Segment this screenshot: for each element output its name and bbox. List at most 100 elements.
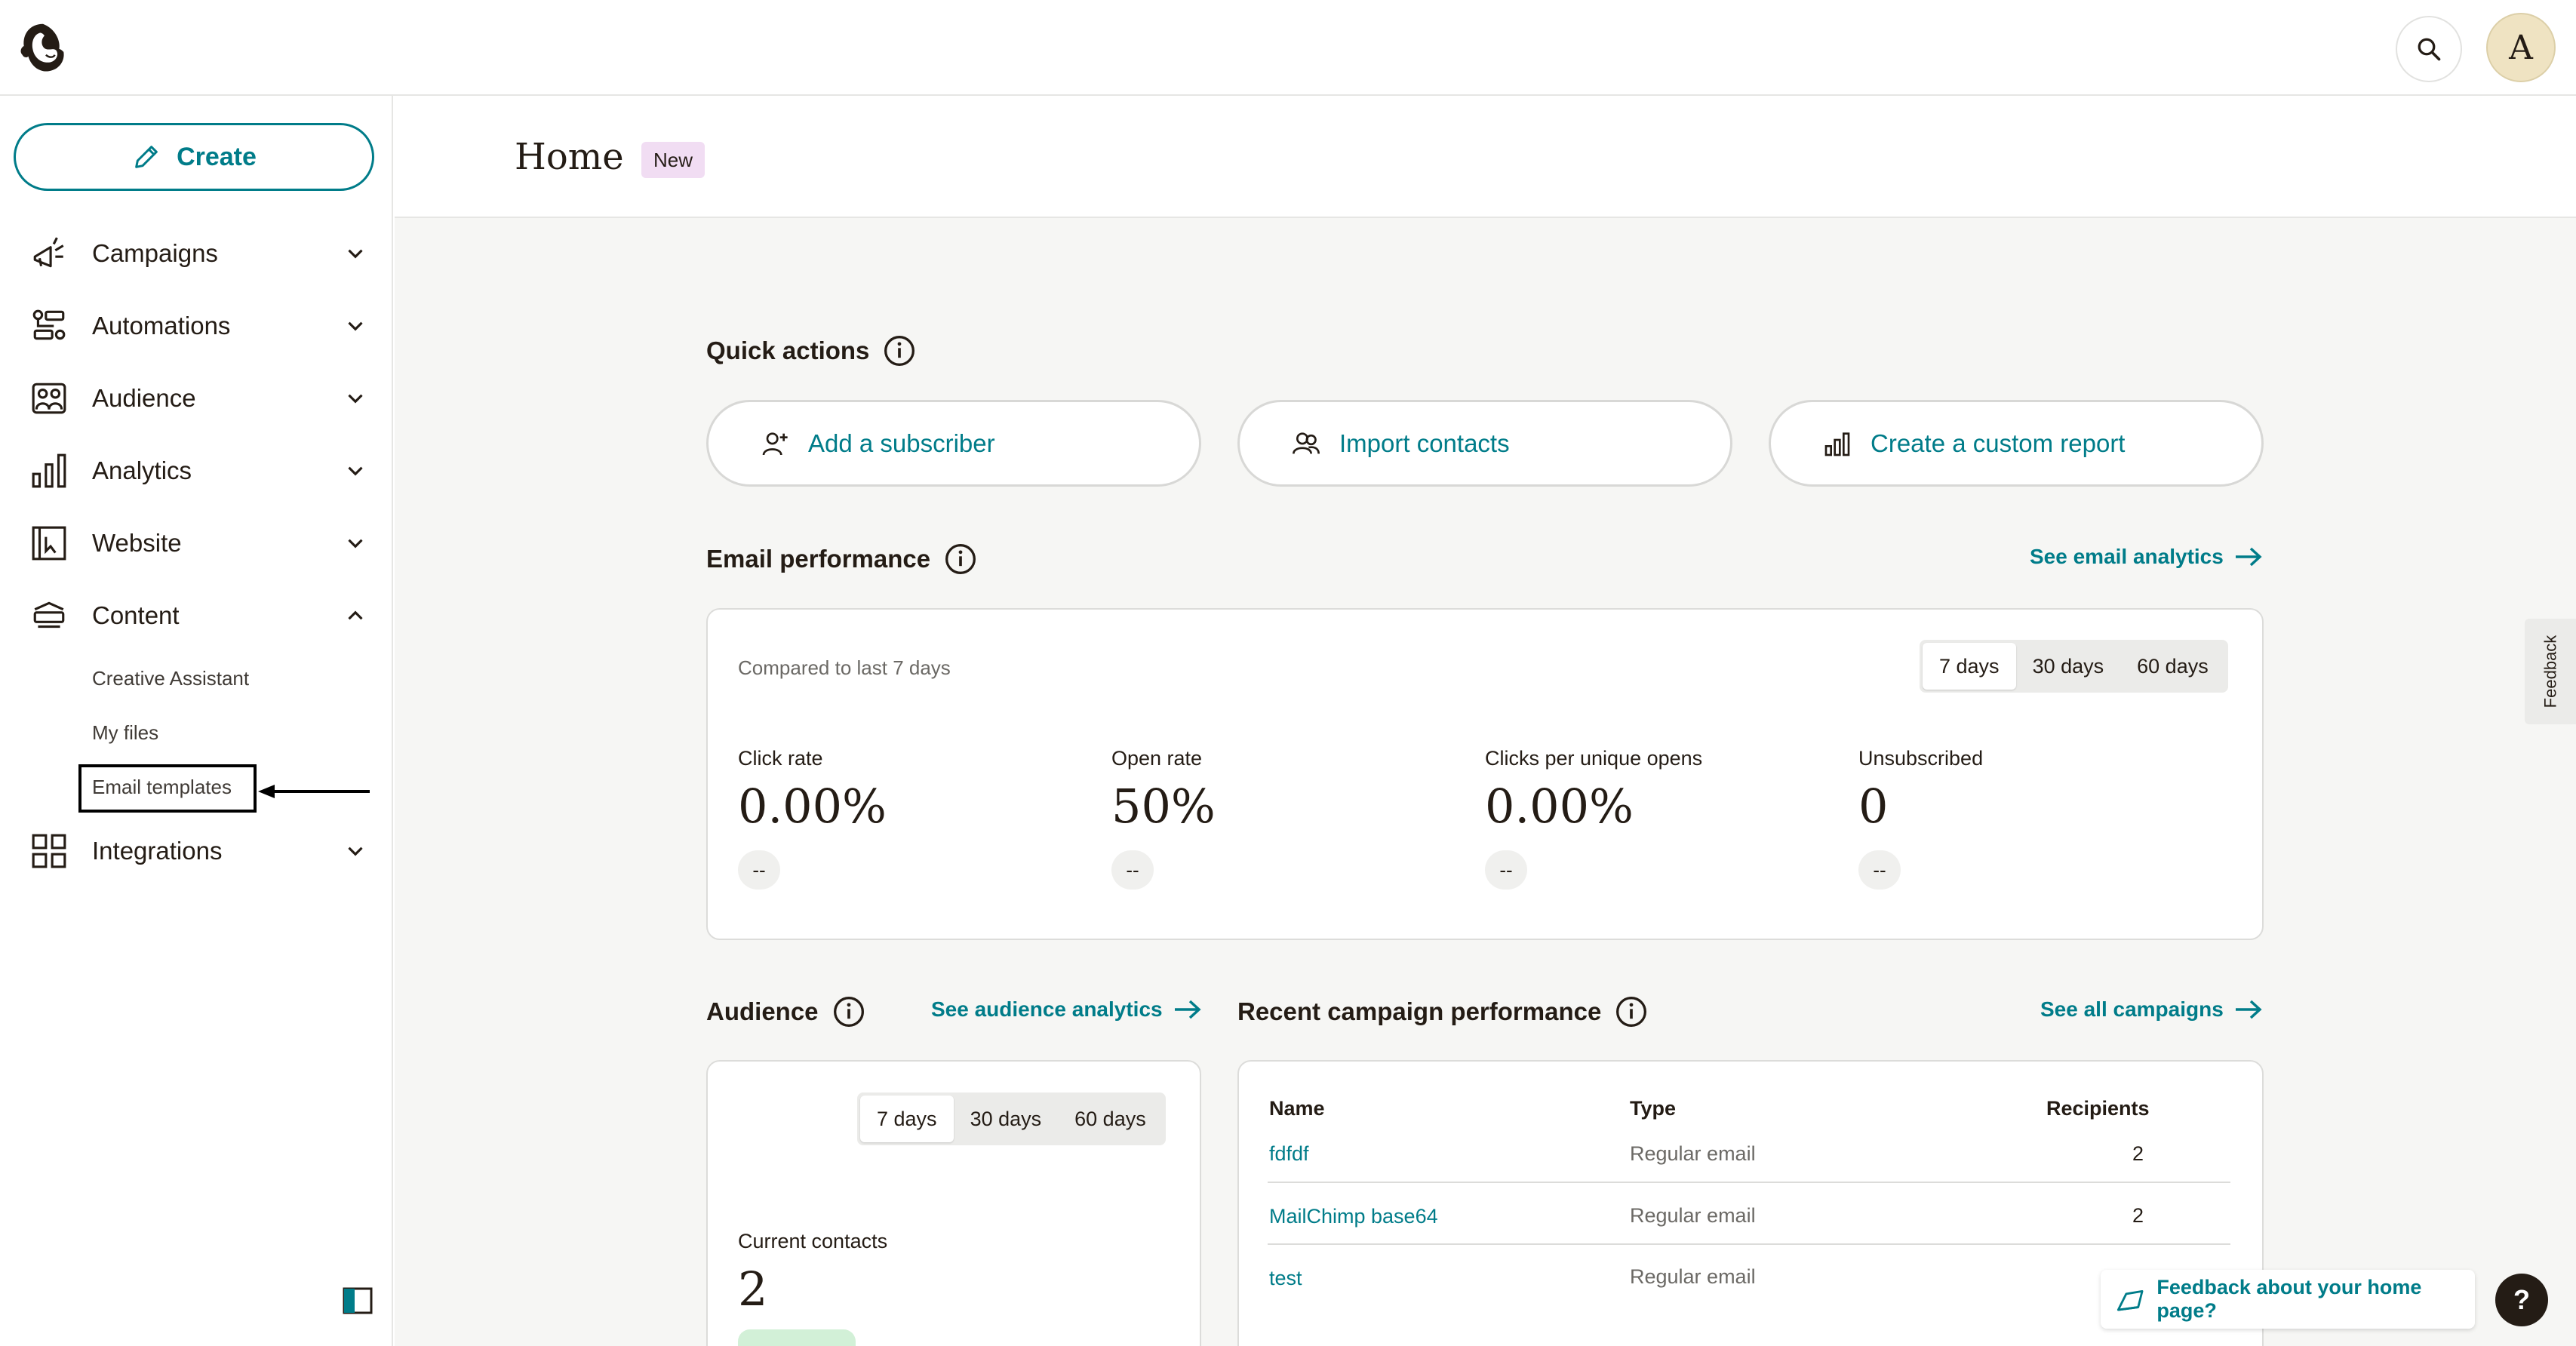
recent-campaigns-label: Recent campaign performance <box>1237 997 1602 1025</box>
range-60-days[interactable]: 60 days <box>2137 654 2209 678</box>
chevron-down-icon <box>348 394 363 404</box>
change-badge <box>738 1329 856 1346</box>
chevron-down-icon <box>348 321 363 331</box>
create-custom-report-button[interactable]: Create a custom report <box>1769 400 2264 487</box>
sidebar: Create <box>0 96 393 1346</box>
sidebar-item-label: Integrations <box>92 837 223 865</box>
audience-icon <box>32 383 66 414</box>
sidebar-item-label: Website <box>92 529 182 557</box>
sidebar-item-website[interactable]: Website <box>0 509 393 577</box>
megaphone-icon <box>2116 1290 2144 1311</box>
range-60-days[interactable]: 60 days <box>1074 1107 1146 1130</box>
email-performance-label: Email performance <box>706 545 931 573</box>
metric-value: 0.00% <box>1485 779 1634 834</box>
sidebar-item-integrations[interactable]: Integrations <box>0 817 393 885</box>
audience-label: Audience <box>706 997 819 1025</box>
add-subscriber-button[interactable]: Add a subscriber <box>706 400 1201 487</box>
chevron-down-icon <box>348 249 363 259</box>
feedback-tab[interactable]: Feedback <box>2525 619 2576 724</box>
campaign-name-link[interactable]: fdfdf <box>1269 1142 1309 1165</box>
see-all-campaigns-link[interactable]: See all campaigns <box>2040 997 2263 1022</box>
audience-title: Audience <box>706 995 865 1028</box>
help-button[interactable]: ? <box>2495 1274 2548 1326</box>
metric-value: 0 <box>1858 779 1889 834</box>
sidebar-item-label: Audience <box>92 384 196 412</box>
range-30-days[interactable]: 30 days <box>2032 654 2104 678</box>
arrow-right-icon <box>2235 547 2262 567</box>
info-icon[interactable] <box>883 334 916 367</box>
metric-change: -- <box>1485 850 1527 890</box>
home-feedback-button[interactable]: Feedback about your home page? <box>2101 1270 2475 1329</box>
current-contacts-label: Current contacts <box>738 1230 888 1252</box>
sidebar-item-automations[interactable]: Automations <box>0 292 393 360</box>
website-icon <box>32 526 66 561</box>
sidebar-item-label: Content <box>92 601 180 629</box>
avatar[interactable]: A <box>2486 13 2556 82</box>
new-badge: New <box>641 142 705 178</box>
sidebar-subitem-email-templates[interactable]: Email templates <box>92 776 232 798</box>
home-feedback-label: Feedback about your home page? <box>2156 1276 2422 1322</box>
current-contacts-value: 2 <box>738 1261 768 1317</box>
arrow-right-icon <box>1174 1000 1201 1019</box>
metric-value: 0.00% <box>738 779 887 834</box>
sidebar-item-analytics[interactable]: Analytics <box>0 437 393 505</box>
metric-change: -- <box>1858 850 1901 890</box>
chevron-down-icon <box>348 466 363 476</box>
metric-label: Clicks per unique opens <box>1485 747 1703 770</box>
pencil-icon <box>135 146 158 168</box>
see-email-analytics-link[interactable]: See email analytics <box>2030 545 2263 569</box>
create-label: Create <box>177 142 257 171</box>
campaign-type: Regular email <box>1630 1265 1756 1288</box>
info-icon[interactable] <box>832 995 865 1028</box>
row-divider <box>1268 1182 2230 1183</box>
sidebar-subitem-creative-assistant[interactable]: Creative Assistant <box>92 667 250 690</box>
create-button[interactable]: Create <box>14 123 374 191</box>
campaign-recipients: 2 <box>2132 1142 2144 1165</box>
column-header-type: Type <box>1630 1097 1677 1120</box>
search-button[interactable] <box>2396 16 2462 82</box>
sidebar-item-audience[interactable]: Audience <box>0 364 393 432</box>
search-icon <box>2418 38 2441 61</box>
page-header <box>395 96 2576 218</box>
metric-change: -- <box>738 850 780 890</box>
campaign-name-link[interactable]: MailChimp base64 <box>1269 1205 1438 1228</box>
see-audience-analytics-link[interactable]: See audience analytics <box>931 997 1202 1022</box>
audience-range-selector: 7 days 30 days 60 days <box>857 1092 1166 1145</box>
sidebar-item-content[interactable]: Content <box>0 582 393 650</box>
metric-change: -- <box>1111 850 1154 890</box>
add-person-icon <box>762 432 788 455</box>
info-icon[interactable] <box>1615 995 1648 1028</box>
range-7-days[interactable]: 7 days <box>860 1096 954 1142</box>
range-7-days[interactable]: 7 days <box>1923 643 2016 690</box>
quick-actions-label: Quick actions <box>706 336 870 364</box>
import-contacts-button[interactable]: Import contacts <box>1237 400 1732 487</box>
arrow-right-icon <box>2235 1000 2262 1019</box>
campaign-name-link[interactable]: test <box>1269 1267 1302 1289</box>
sidebar-item-label: Automations <box>92 312 231 340</box>
import-contacts-label: Import contacts <box>1339 429 1510 457</box>
campaign-type: Regular email <box>1630 1204 1756 1227</box>
range-30-days[interactable]: 30 days <box>970 1107 1042 1130</box>
sidebar-item-campaigns[interactable]: Campaigns <box>0 220 393 287</box>
row-divider <box>1268 1243 2230 1245</box>
info-icon[interactable] <box>944 542 977 576</box>
sidebar-item-label: Campaigns <box>92 239 218 267</box>
campaign-recipients: 2 <box>2132 1204 2144 1227</box>
chevron-down-icon <box>348 539 363 549</box>
sidebar-item-label: Analytics <box>92 456 192 484</box>
bar-chart-icon <box>32 453 66 488</box>
recent-campaigns-title: Recent campaign performance <box>1237 995 1648 1028</box>
chevron-down-icon <box>348 847 363 856</box>
column-header-name: Name <box>1269 1097 1325 1120</box>
column-header-recipients: Recipients <box>2046 1097 2150 1120</box>
quick-actions-title: Quick actions <box>706 334 916 367</box>
email-range-selector: 7 days 30 days 60 days <box>1920 640 2228 693</box>
automation-flow-icon <box>32 309 66 340</box>
mailchimp-logo-icon[interactable] <box>14 18 72 77</box>
sidebar-subitem-my-files[interactable]: My files <box>92 721 159 744</box>
megaphone-icon <box>33 237 64 268</box>
collapse-sidebar-icon[interactable] <box>343 1287 373 1314</box>
see-all-campaigns-label: See all campaigns <box>2040 997 2224 1021</box>
compared-text: Compared to last 7 days <box>738 656 951 679</box>
metric-label: Unsubscribed <box>1858 747 1984 770</box>
